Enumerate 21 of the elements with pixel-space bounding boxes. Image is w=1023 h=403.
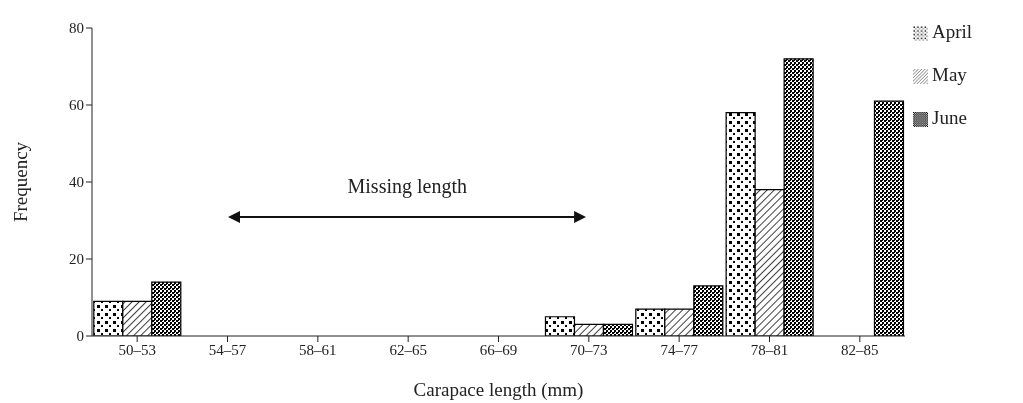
y-tick-label: 0 [76,328,84,345]
x-tick-label: 82–85 [841,341,879,358]
x-tick-label: 70–73 [570,341,608,358]
legend-label: June [932,107,967,128]
y-tick-label: 20 [69,251,84,268]
x-tick-label: 62–65 [389,341,427,358]
x-tick-label: 58–61 [299,341,337,358]
x-tick-label: 54–57 [208,341,247,358]
x-tick-label: 78–81 [750,341,789,358]
x-tick-label: 50–53 [118,341,156,358]
legend-label: May [932,64,967,85]
y-tick-label: 80 [69,20,84,37]
bar [873,100,905,336]
annotation: Missing length [346,174,468,198]
legend-label: April [932,21,973,42]
y-tick-label: 40 [69,174,84,191]
y-axis-title: Frequency [9,141,31,223]
x-tick-label: 74–77 [660,341,699,358]
y-tick-label: 60 [69,97,84,114]
x-tick-label: 66–69 [479,341,518,358]
x-axis-title: Carapace length (mm) [413,379,584,401]
